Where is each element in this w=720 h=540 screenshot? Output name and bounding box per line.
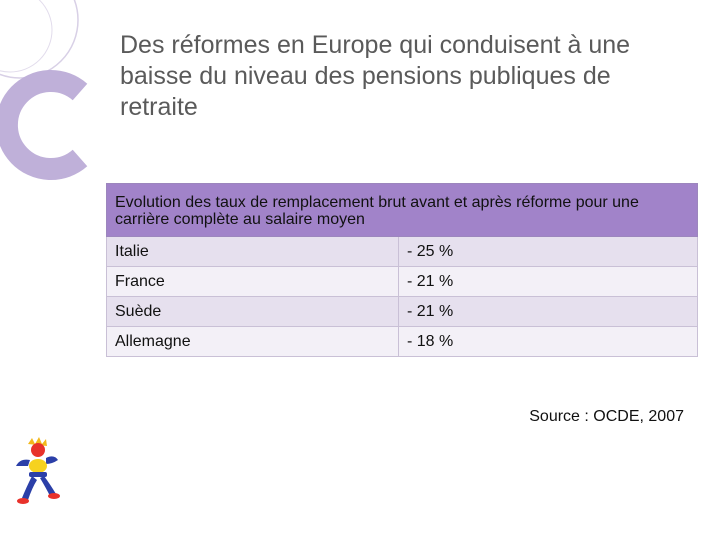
- country-cell: Suède: [106, 296, 399, 327]
- table-row: Suède - 21 %: [106, 296, 698, 327]
- table-row: France - 21 %: [106, 266, 698, 297]
- country-cell: Allemagne: [106, 326, 399, 357]
- colorful-figure-logo: [16, 437, 60, 504]
- value-cell: - 25 %: [398, 236, 698, 267]
- slide-title: Des réformes en Europe qui conduisent à …: [120, 31, 631, 121]
- purple-circles-decoration: [0, 0, 88, 180]
- table-row: Italie - 25 %: [106, 236, 698, 267]
- table-row: Allemagne - 18 %: [106, 326, 698, 357]
- source-note: Source : OCDE, 2007: [529, 408, 684, 425]
- country-cell: France: [106, 266, 399, 297]
- replacement-rate-table: Evolution des taux de remplacement brut …: [106, 183, 698, 357]
- value-cell: - 21 %: [398, 266, 698, 297]
- country-cell: Italie: [106, 236, 399, 267]
- value-cell: - 21 %: [398, 296, 698, 327]
- value-cell: - 18 %: [398, 326, 698, 357]
- table-header: Evolution des taux de remplacement brut …: [106, 183, 698, 237]
